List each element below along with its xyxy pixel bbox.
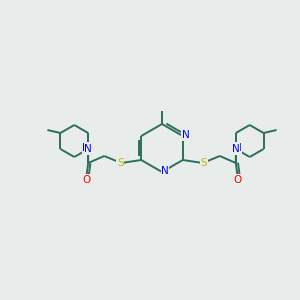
Text: O: O (82, 175, 90, 185)
Text: S: S (117, 158, 124, 168)
Text: S: S (200, 158, 207, 168)
Text: N: N (232, 144, 240, 154)
Text: O: O (234, 175, 242, 185)
Text: N: N (84, 144, 92, 154)
Text: N: N (234, 143, 242, 153)
Text: N: N (161, 166, 169, 176)
Text: N: N (82, 143, 90, 153)
Text: N: N (182, 130, 190, 140)
